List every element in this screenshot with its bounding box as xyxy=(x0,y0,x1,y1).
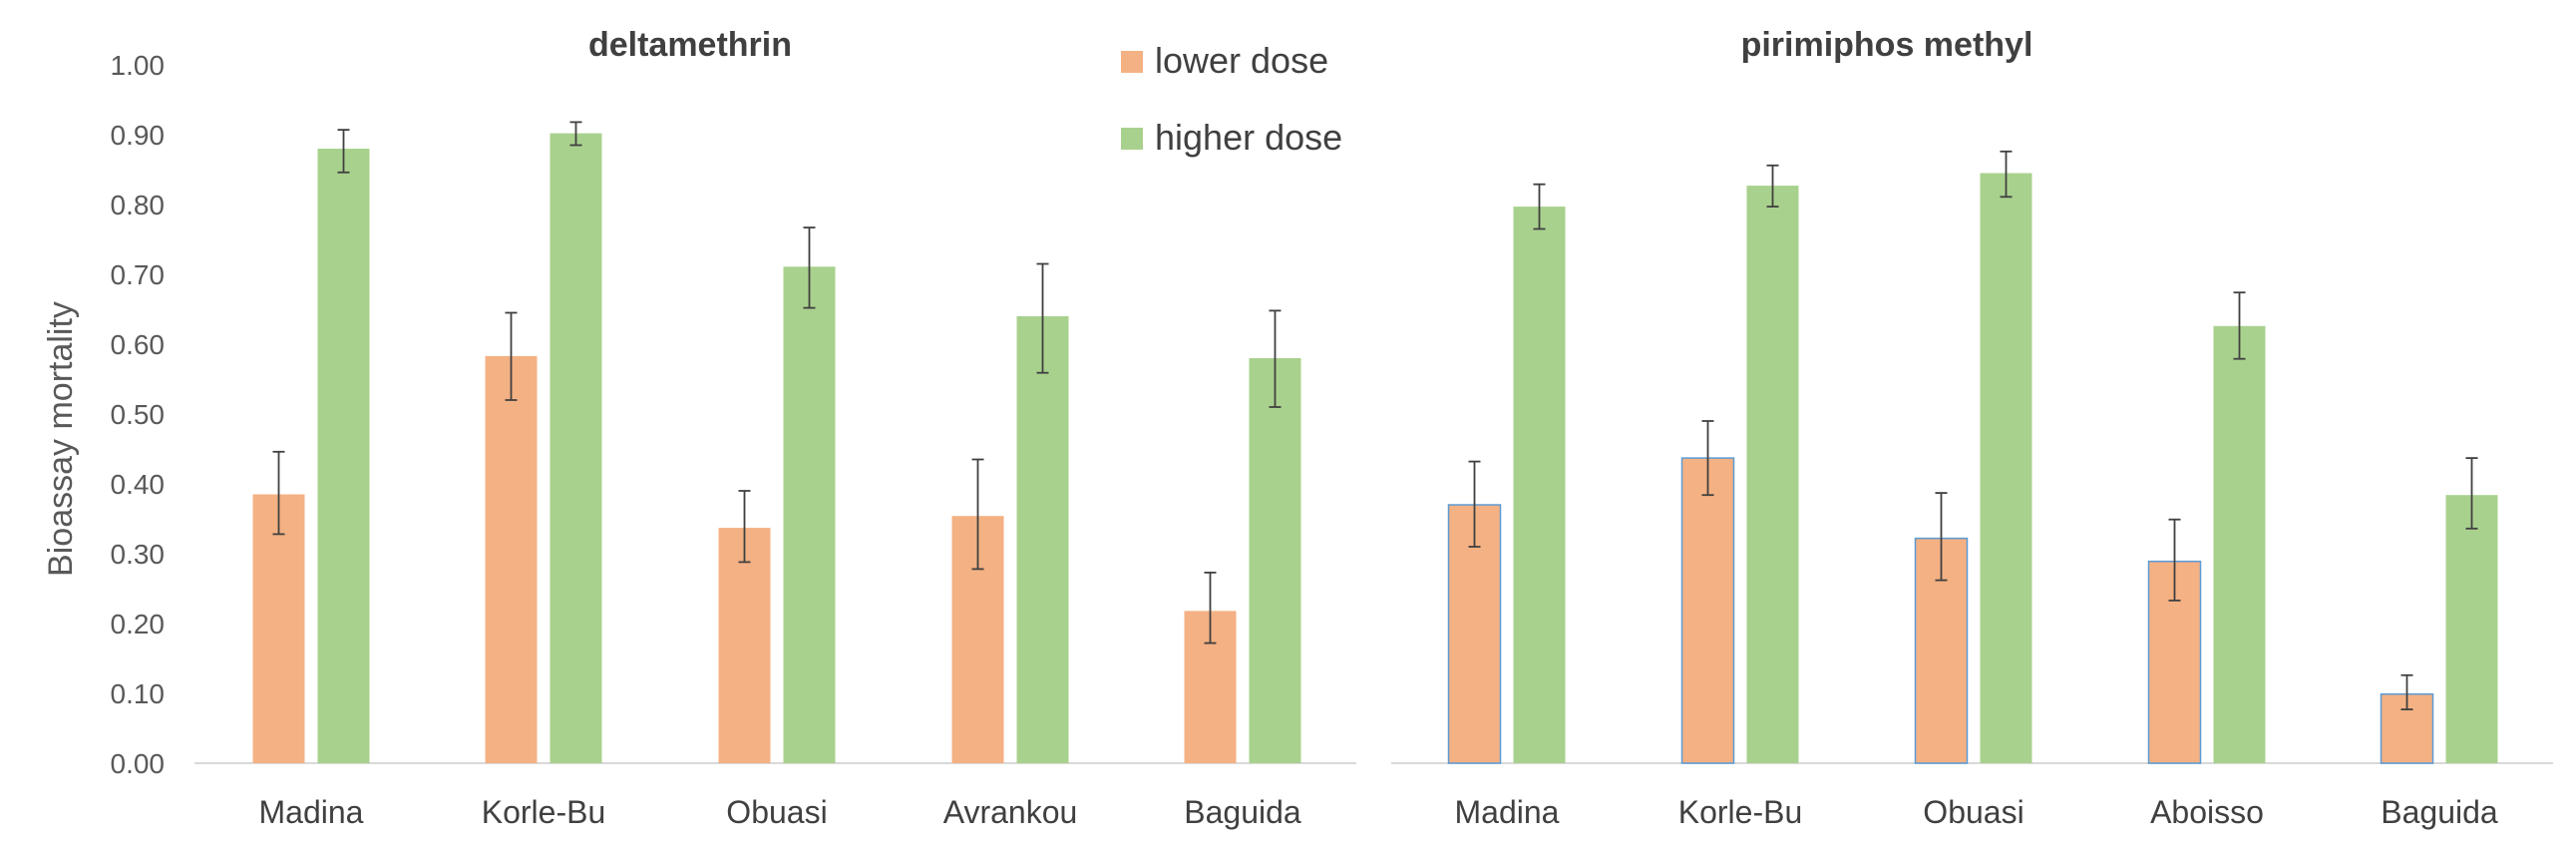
x-tick-label: Korle-Bu xyxy=(1678,794,1803,830)
bar-higher-dose xyxy=(2445,495,2498,763)
legend-swatch xyxy=(1121,128,1143,150)
y-axis: 0.00 0.10 0.20 0.30 0.40 0.50 0.60 0.70 0.80 0.90… xyxy=(111,50,166,779)
y-axis-title: Bioassay mortality xyxy=(42,301,80,577)
bar-lower-dose xyxy=(252,494,305,763)
x-tick-label: Baguida xyxy=(1184,794,1301,830)
bar-lower-dose xyxy=(2147,560,2202,764)
x-tick-label: Aboisso xyxy=(2150,794,2264,830)
x-tick-label: Baguida xyxy=(2381,794,2498,830)
bar-higher-dose xyxy=(783,266,836,763)
legend-item: lower dose xyxy=(1121,40,1328,81)
legend: lower dose higher dose xyxy=(1121,40,1342,158)
y-tick-label: 1.00 xyxy=(111,50,166,81)
x-tick-label: Madina xyxy=(259,794,364,830)
y-tick-label: 0.70 xyxy=(111,259,166,290)
bar-higher-dose xyxy=(1513,207,1566,764)
panel-title: pirimiphos methyl xyxy=(1741,26,2033,64)
bar-higher-dose xyxy=(2213,325,2266,763)
y-tick-label: 0.50 xyxy=(111,399,166,430)
y-tick-label: 0.90 xyxy=(111,120,166,151)
bar-higher-dose xyxy=(317,149,370,763)
y-tick-label: 0.00 xyxy=(111,748,166,779)
y-tick-label: 0.10 xyxy=(111,678,166,709)
panel-1: deltamethrin Madina Korle-Bu Obuasi Avrankou… xyxy=(194,26,1356,830)
panel-title: deltamethrin xyxy=(588,26,792,64)
x-tick-label: Avrankou xyxy=(943,794,1078,830)
panel-2: pirimiphos methyl Madina Korle-Bu Obuasi Abo… xyxy=(1391,26,2553,830)
legend-label: higher dose xyxy=(1155,117,1342,158)
y-tick-label: 0.40 xyxy=(111,469,166,500)
bar-higher-dose xyxy=(1016,316,1069,763)
bar-higher-dose xyxy=(1980,173,2032,763)
x-tick-label: Korle-Bu xyxy=(482,794,606,830)
x-tick-label: Obuasi xyxy=(1923,794,2024,830)
chart-panels: deltamethrin Madina Korle-Bu Obuasi Avrankou… xyxy=(194,26,2553,830)
x-tick-label: Madina xyxy=(1455,794,1560,830)
bar-higher-dose xyxy=(1249,358,1301,763)
bar-higher-dose xyxy=(550,133,602,764)
y-tick-label: 0.30 xyxy=(111,539,166,570)
x-tick-label: Obuasi xyxy=(726,794,827,830)
y-tick-label: 0.80 xyxy=(111,190,166,220)
legend-swatch xyxy=(1121,51,1143,73)
bar-lower-dose xyxy=(1680,457,1735,764)
bar-lower-dose xyxy=(1447,504,1502,764)
bar-lower-dose xyxy=(485,355,538,763)
legend-item: higher dose xyxy=(1121,117,1342,158)
y-tick-label: 0.60 xyxy=(111,329,166,360)
y-tick-label: 0.20 xyxy=(111,609,166,640)
bar-higher-dose xyxy=(1746,186,1799,764)
bar-lower-dose xyxy=(718,528,771,763)
legend-label: lower dose xyxy=(1155,40,1328,81)
